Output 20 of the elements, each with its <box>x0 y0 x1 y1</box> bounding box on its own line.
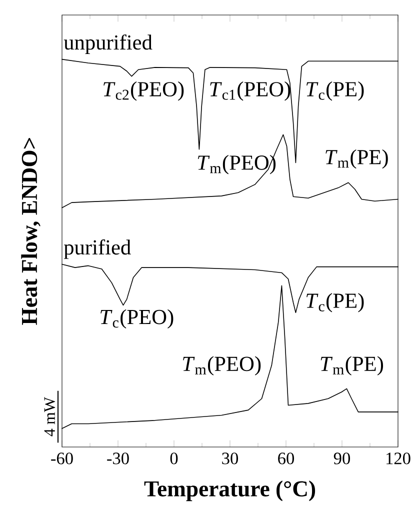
annotation: T$_{m}$(PE) <box>320 356 384 376</box>
x-tick-label: 120 <box>386 452 410 464</box>
series-label: unpurified <box>64 34 152 54</box>
annotation: T$_{m}$(PEO) <box>183 356 261 376</box>
y-axis-title: Heat Flow, ENDO> <box>21 138 40 325</box>
annotation: T$_{m}$(PE) <box>326 149 388 169</box>
annotation: T$_{c2}$(PEO) <box>104 81 184 101</box>
x-tick-label: 60 <box>278 452 294 464</box>
annotation: T$_{c}$(PE) <box>306 81 364 101</box>
annotation: T$_{c}$(PE) <box>306 292 364 312</box>
annotation: T$_{c1}$(PEO) <box>210 81 290 101</box>
x-axis-title: Temperature (°C) <box>144 480 316 502</box>
text: 4 mW <box>44 397 56 436</box>
x-tick-label: -60 <box>51 452 73 464</box>
x-tick-label: 0 <box>170 452 178 464</box>
x-tick-label: 90 <box>334 452 350 464</box>
annotation: T$_{c}$(PEO) <box>100 309 174 329</box>
series-label: purified <box>64 239 131 259</box>
x-tick-label: -30 <box>107 452 129 464</box>
x-tick-label: 30 <box>222 452 238 464</box>
